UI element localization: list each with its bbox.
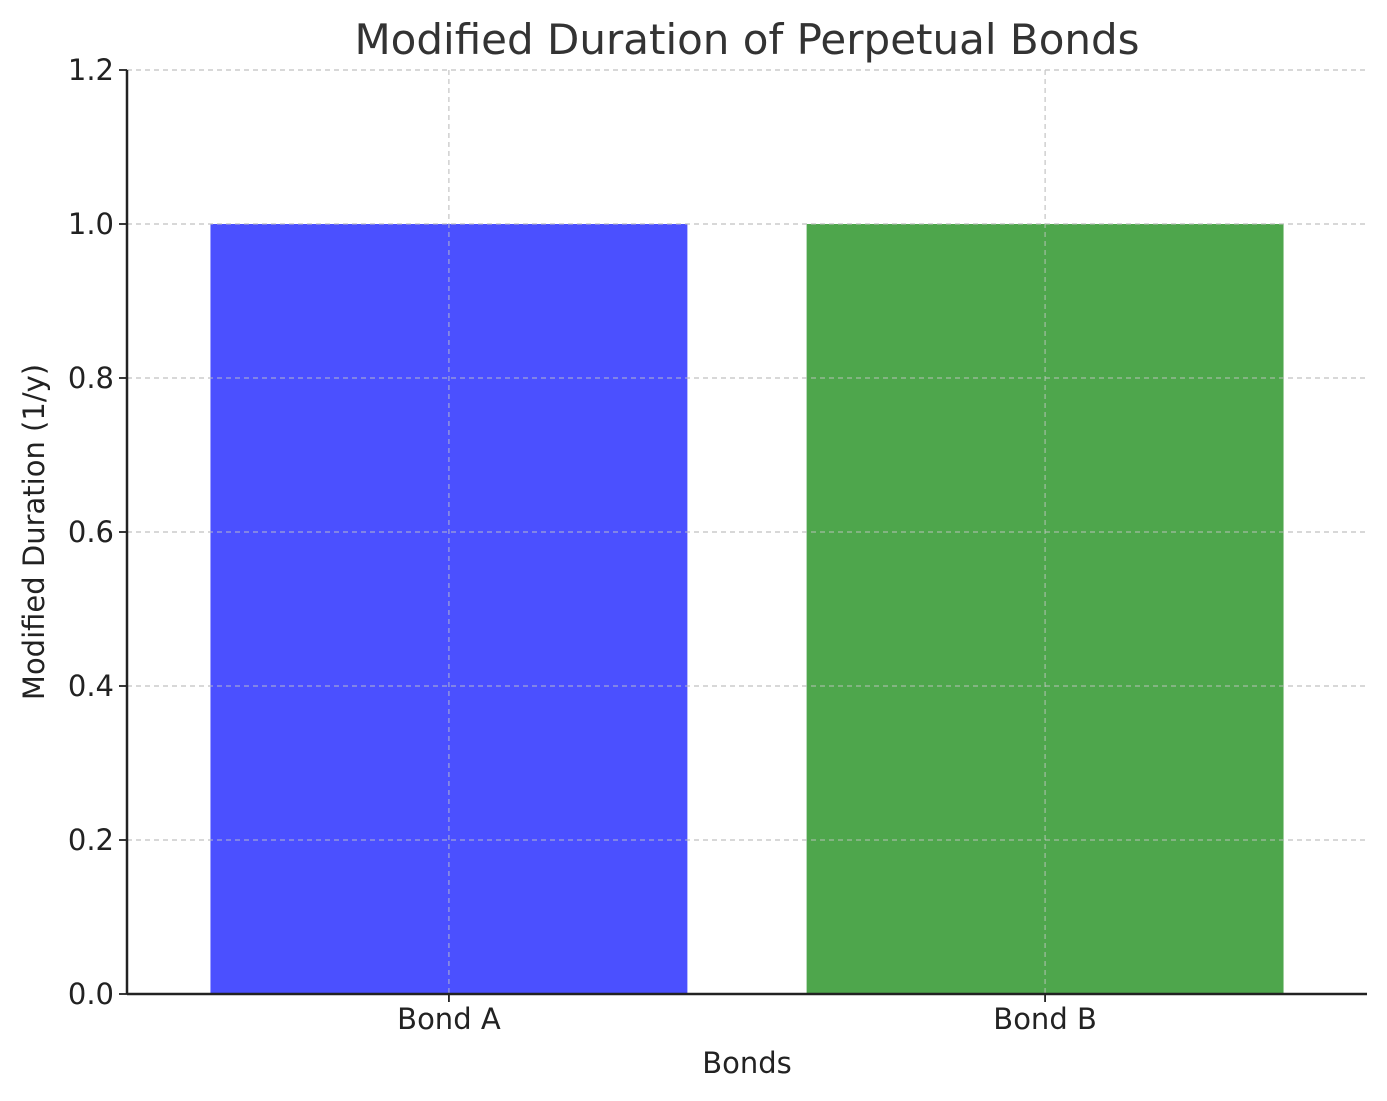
chart-title: Modified Duration of Perpetual Bonds [354,15,1139,64]
x-tick-label: Bond B [993,1002,1097,1036]
x-axis-label: Bonds [702,1046,792,1080]
bar-bond-b [806,224,1284,994]
y-tick-label: 0.2 [68,823,114,857]
y-tick-label: 1.2 [68,53,114,87]
y-tick-label: 0.8 [68,361,114,395]
bar-bond-a [210,224,688,994]
y-tick-label: 1.0 [68,207,114,241]
grid-overlay [127,69,1367,995]
ticks-layer: 0.0 0.2 0.4 0.6 0.8 1.0 1.2 Bond A Bond B [68,53,1097,1036]
x-tick-label: Bond A [397,1002,501,1036]
y-tick-label: 0.4 [68,669,114,703]
bars-layer [210,224,1284,994]
y-axis-label: Modified Duration (1/y) [17,364,51,700]
y-tick-label: 0.6 [68,515,114,549]
y-tick-label: 0.0 [68,977,114,1011]
